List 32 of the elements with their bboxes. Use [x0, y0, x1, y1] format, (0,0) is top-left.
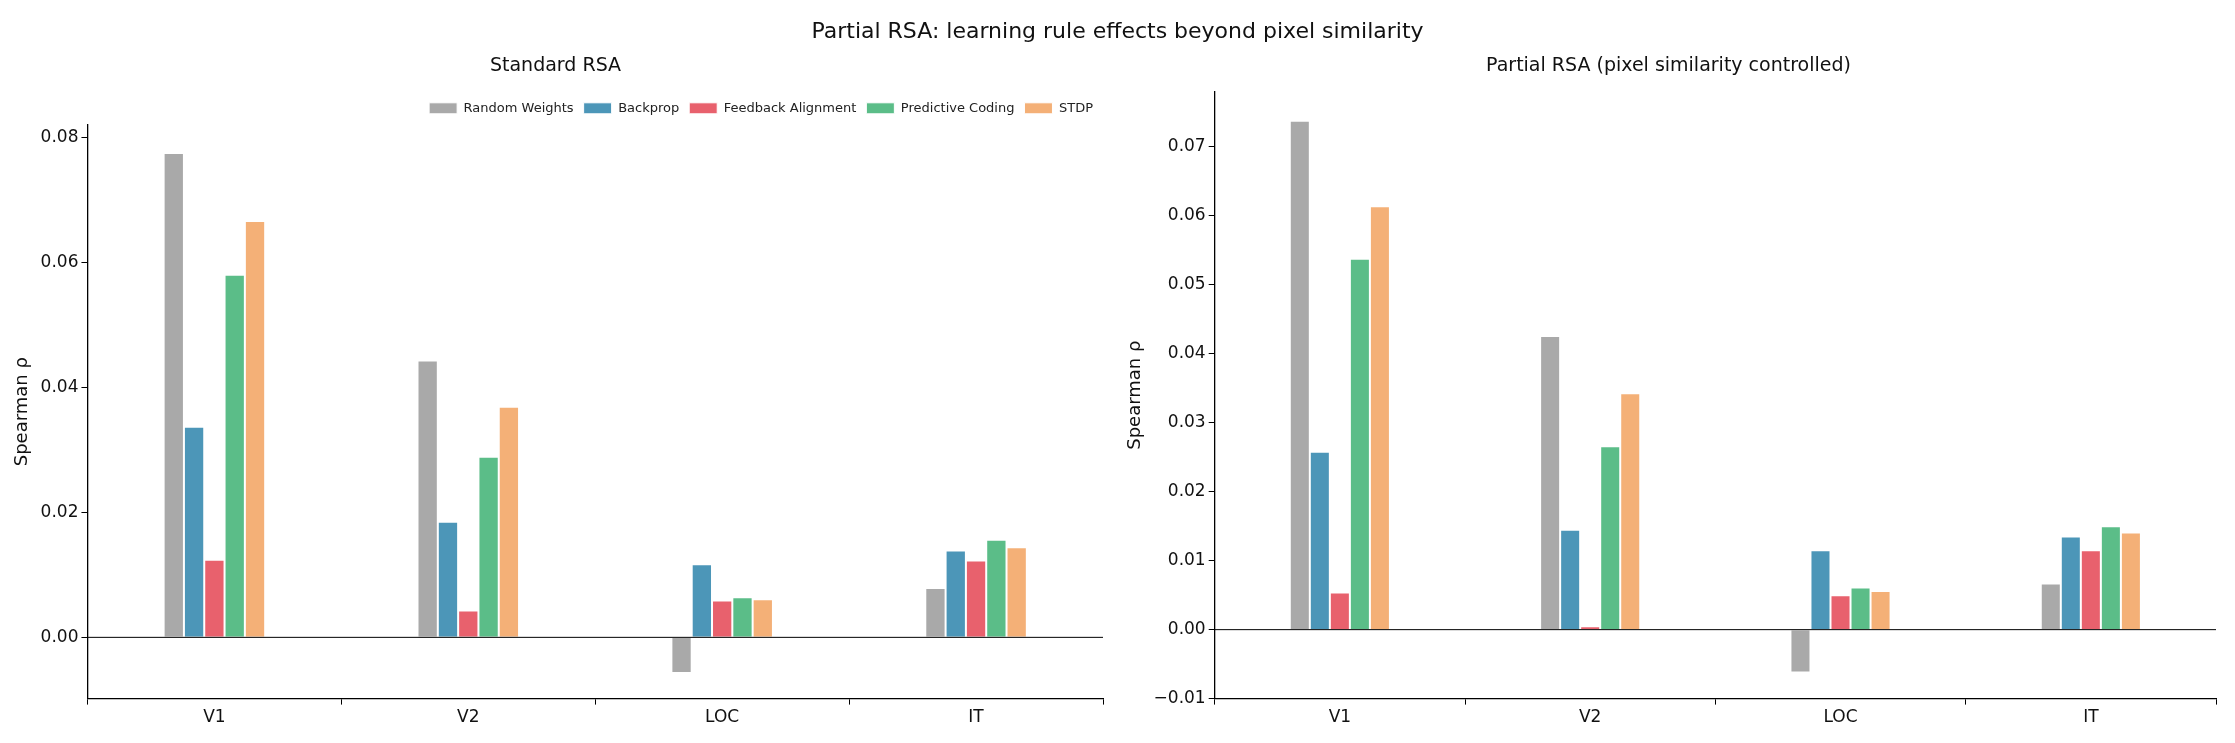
legend-label: Feedback Alignment	[723, 99, 857, 115]
x-tick-label: IT	[2083, 706, 2100, 727]
x-tick-label: V2	[457, 706, 480, 727]
y-tick-label: 0.03	[1167, 411, 1206, 432]
legend-label: STDP	[1058, 99, 1094, 115]
legend-label: Random Weights	[463, 99, 574, 115]
chart-subtitle: Partial RSA (pixel similarity controlled)	[1486, 53, 1851, 76]
y-tick-label: 0.08	[40, 125, 79, 146]
y-tick-label: 0.02	[1167, 480, 1206, 501]
y-axis-title: Spearman ρ	[1123, 340, 1145, 450]
y-tick-label: −0.01	[1153, 687, 1206, 708]
x-tick-label: LOC	[1823, 706, 1858, 727]
chart-title: Partial RSA: learning rule effects beyond pixel similarity	[810, 17, 1425, 45]
legend-label: Backprop	[618, 99, 680, 115]
x-tick-label: V2	[1578, 706, 1602, 727]
x-tick-label: IT	[968, 706, 985, 727]
x-tick-label: V1	[1328, 706, 1352, 727]
y-tick-label: 0.01	[1167, 549, 1206, 570]
chart-subtitle: Standard RSA	[489, 53, 622, 76]
y-tick-label: 0.00	[1167, 618, 1206, 639]
x-tick-label: V1	[203, 706, 226, 727]
x-tick-label: LOC	[705, 706, 740, 727]
y-tick-label: 0.04	[40, 375, 79, 396]
y-tick-label: 0.06	[1167, 204, 1206, 225]
y-tick-label: 0.02	[40, 500, 79, 521]
y-axis-title: Spearman ρ	[10, 357, 32, 467]
legend-label: Predictive Coding	[900, 99, 1015, 115]
y-tick-label: 0.07	[1167, 135, 1206, 156]
y-tick-label: 0.04	[1167, 342, 1206, 363]
y-tick-label: 0.06	[40, 250, 79, 271]
y-tick-label: 0.00	[40, 625, 79, 646]
y-tick-label: 0.05	[1167, 273, 1206, 294]
